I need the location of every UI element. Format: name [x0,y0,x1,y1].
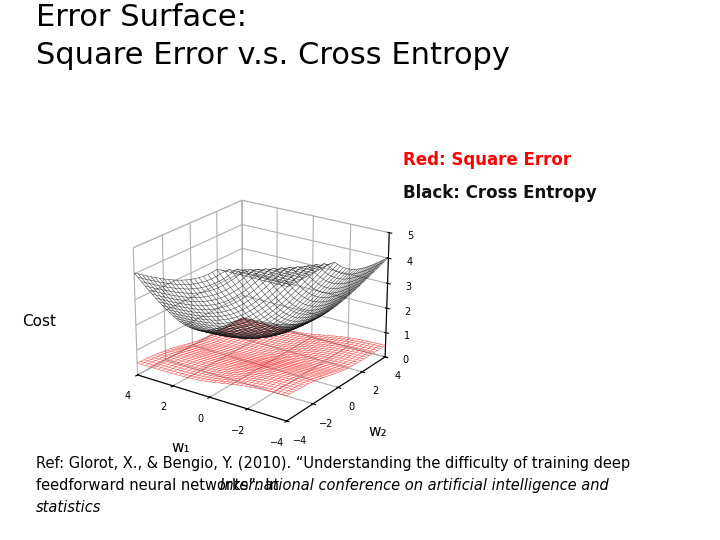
Text: Black: Cross Entropy: Black: Cross Entropy [403,184,597,201]
Text: Cost: Cost [22,314,57,329]
Text: Error Surface:: Error Surface: [36,3,247,32]
Text: Square Error v.s. Cross Entropy: Square Error v.s. Cross Entropy [36,40,510,70]
Text: statistics: statistics [36,500,102,515]
Text: feedforward neural networks”. In: feedforward neural networks”. In [36,478,284,493]
Y-axis label: w₂: w₂ [368,424,387,439]
Text: Ref: Glorot, X., & Bengio, Y. (2010). “Understanding the difficulty of training : Ref: Glorot, X., & Bengio, Y. (2010). “U… [36,456,630,471]
Text: Red: Square Error: Red: Square Error [403,151,572,169]
X-axis label: w₁: w₁ [172,440,190,455]
Text: International conference on artificial intelligence and: International conference on artificial i… [220,478,608,493]
